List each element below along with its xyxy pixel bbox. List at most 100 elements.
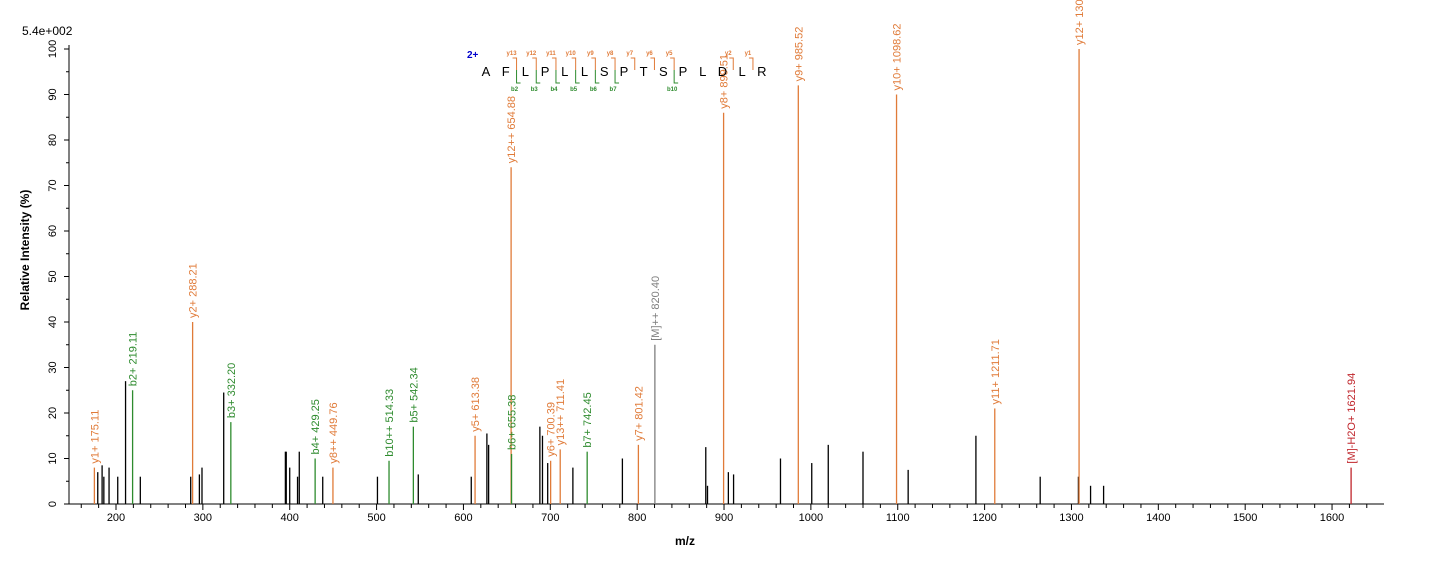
y-ion-label: y5 [666, 51, 673, 57]
y-ion-label: y11 [546, 51, 556, 57]
peaks [93, 49, 1352, 504]
x-tick-label: 1400 [1146, 512, 1170, 524]
y-ion-bracket [630, 57, 636, 70]
peak-label: b4+ 429.25 [310, 399, 322, 454]
x-tick-label: 800 [628, 512, 646, 524]
x-tick-label: 400 [281, 512, 299, 524]
peak-label: b6+ 655.38 [507, 395, 519, 450]
peak-label: y7+ 801.42 [633, 386, 645, 441]
peak-label: y2+ 288.21 [188, 263, 200, 318]
residue: D [718, 64, 727, 79]
b-ion-label: b5 [570, 87, 578, 93]
y-tick-label: 30 [47, 361, 59, 373]
residue: R [757, 64, 766, 79]
b-ion-bracket [516, 70, 521, 84]
peak-label: y13++ 711.41 [555, 379, 567, 445]
x-tick-label: 500 [367, 512, 385, 524]
b-ion-label: b2 [511, 87, 519, 93]
x-tick-label: 300 [194, 512, 212, 524]
y-tick-label: 50 [47, 270, 59, 282]
x-tick-label: 1000 [799, 512, 823, 524]
y-ion-bracket [571, 57, 577, 70]
y-ion-bracket [650, 57, 655, 70]
x-tick-label: 1500 [1233, 512, 1257, 524]
b-ion-bracket [614, 70, 620, 84]
peak-label: y8+ 899.51 [719, 54, 731, 109]
residue: L [522, 64, 529, 79]
peak-label: b3+ 332.20 [226, 363, 238, 418]
residue: L [699, 64, 706, 79]
peak-label: y12++ 654.88 [506, 96, 518, 163]
y-ion-label: y2 [725, 51, 732, 57]
y-ion-bracket [611, 57, 616, 70]
residue: P [620, 64, 629, 79]
y-tick-label: 70 [47, 179, 59, 191]
x-tick-label: 200 [107, 512, 125, 524]
residue: T [640, 64, 648, 79]
residue: P [541, 64, 550, 79]
b-ion-bracket [594, 70, 600, 84]
residue: A [482, 64, 491, 79]
peak-label: y10+ 1098.62 [892, 24, 904, 91]
x-tick-label: 1200 [972, 512, 996, 524]
y-tick-label: 0 [47, 501, 59, 507]
y-tick-label: 10 [47, 452, 59, 464]
charge-state: 2+ [467, 50, 479, 61]
x-tick-label: 600 [454, 512, 472, 524]
y-ion-label: y10 [566, 51, 577, 57]
y-ion-label: y13 [507, 51, 518, 57]
x-tick-label: 1600 [1320, 512, 1344, 524]
b-ion-bracket [555, 70, 560, 84]
b-ion-bracket [575, 70, 580, 84]
x-tick-label: 1100 [886, 512, 910, 524]
y-tick-label: 40 [47, 316, 59, 328]
y-tick-label: 100 [47, 40, 59, 58]
y-tick-label: 20 [47, 407, 59, 419]
peak-label: y5+ 613.38 [470, 377, 482, 432]
y-ion-bracket [512, 57, 518, 70]
residue: L [561, 64, 568, 79]
y-ion-label: y1 [745, 51, 752, 57]
peak-label: y6+ 700.39 [546, 402, 558, 457]
y-ion-label: y7 [626, 51, 633, 57]
y-tick-label: 80 [47, 134, 59, 146]
peak-label: [M]-H2O+ 1621.94 [1346, 373, 1358, 464]
b-ion-label: b10 [667, 87, 678, 93]
y-ion-bracket [551, 57, 557, 70]
peak-label: b5+ 542.34 [408, 367, 420, 422]
peak-label: b7+ 742.45 [582, 392, 594, 447]
y-ion-label: y6 [646, 51, 653, 57]
residue: S [659, 64, 668, 79]
residue: S [600, 64, 609, 79]
b-ion-label: b4 [550, 87, 558, 93]
peak-labels: y1+ 175.11 b2+ 219.11 y2+ 288.21 b3+ 332.20… [89, 0, 1358, 464]
y-ion-bracket [670, 57, 675, 70]
peak-label: [M]++ 820.40 [650, 276, 662, 341]
peak-label: b2+ 219.11 [128, 332, 140, 387]
y-ion-bracket [591, 57, 596, 70]
y-ion-bracket [729, 57, 734, 70]
b-ion-bracket [673, 70, 679, 84]
peak-label: y12+ 1308.76 [1074, 0, 1086, 45]
b-ion-label: b7 [610, 87, 618, 93]
axes: 0 10 20 30 40 50 60 70 80 90 100 200 300 400 500 600 700… [47, 40, 1384, 524]
x-tick-label: 900 [715, 512, 733, 524]
residue: P [679, 64, 688, 79]
b-ion-label: b3 [531, 87, 539, 93]
residue: L [581, 64, 588, 79]
y-ion-bracket [532, 57, 537, 70]
peak-label: y9+ 985.52 [793, 27, 805, 82]
residue: L [738, 64, 745, 79]
y-ion-bracket [748, 57, 754, 70]
intensity-scale-label: 5.4e+002 [22, 24, 73, 38]
b-ion-bracket [535, 70, 541, 84]
y-ion-label: y8 [607, 51, 614, 57]
y-ion-label: y9 [587, 51, 594, 57]
x-tick-label: 700 [541, 512, 559, 524]
residue: F [502, 64, 510, 79]
y-tick-label: 90 [47, 88, 59, 100]
y-tick-label: 60 [47, 225, 59, 237]
y-ion-label: y12 [526, 51, 537, 57]
